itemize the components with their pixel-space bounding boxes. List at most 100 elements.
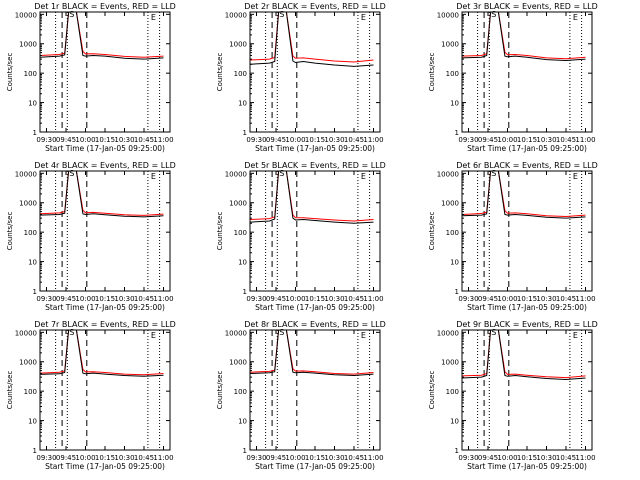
x-tick-label: 11:00 — [153, 295, 173, 303]
plot-frame — [39, 329, 171, 451]
x-tick-label: 09:45 — [56, 136, 76, 144]
x-tick-label: 10:15 — [95, 295, 115, 303]
x-tick-label: 10:00 — [75, 136, 95, 144]
y-tick-label: 10000 — [225, 11, 247, 19]
x-tick-label: 09:30 — [458, 454, 478, 462]
lld-series-line — [40, 171, 164, 216]
y-tick-label: 100 — [24, 229, 37, 237]
x-tick-label: 11:00 — [575, 136, 595, 144]
x-tick-label: 10:30 — [536, 454, 556, 462]
start-marker-label: S — [69, 169, 74, 178]
plot-frame — [249, 329, 381, 451]
x-tick-label: 09:45 — [478, 136, 498, 144]
x-tick-label: 09:45 — [266, 295, 286, 303]
plot-frame — [39, 11, 171, 133]
y-axis-label: Counts/sec — [216, 212, 224, 251]
x-tick-label: 09:45 — [56, 454, 76, 462]
events-series-line — [40, 171, 164, 218]
x-tick-label: 10:15 — [95, 136, 115, 144]
start-marker-label: S — [279, 169, 284, 178]
x-tick-label: 09:45 — [478, 295, 498, 303]
x-tick-label: 11:00 — [153, 136, 173, 144]
y-tick-label: 1 — [33, 447, 37, 455]
x-tick-label: 10:15 — [517, 454, 537, 462]
x-axis-label: Start Time (17-Jan-05 09:25:00) — [467, 303, 587, 312]
lld-series-line — [462, 171, 586, 218]
end-marker-label: E — [361, 172, 366, 181]
y-tick-label: 10000 — [15, 170, 37, 178]
lld-series-line — [40, 12, 164, 58]
y-tick-label: 10000 — [225, 170, 247, 178]
y-tick-label: 1 — [243, 447, 247, 455]
plot-frame — [249, 170, 381, 292]
events-series-line — [462, 330, 586, 381]
y-tick-label: 100 — [24, 70, 37, 78]
x-tick-label: 10:15 — [517, 295, 537, 303]
x-axis-label: Start Time (17-Jan-05 09:25:00) — [255, 144, 375, 153]
end-marker-label: E — [361, 331, 366, 340]
x-tick-label: 11:00 — [363, 295, 383, 303]
end-marker-label: E — [151, 331, 156, 340]
x-tick-label: 10:30 — [536, 136, 556, 144]
y-tick-label: 10000 — [437, 329, 459, 337]
y-tick-label: 1000 — [19, 359, 37, 367]
x-tick-label: 10:15 — [305, 454, 325, 462]
x-tick-label: 10:45 — [134, 136, 154, 144]
x-axis-label: Start Time (17-Jan-05 09:25:00) — [45, 462, 165, 471]
y-tick-label: 1 — [243, 129, 247, 137]
x-tick-label: 10:45 — [556, 136, 576, 144]
x-tick-label: 10:15 — [305, 136, 325, 144]
y-tick-label: 100 — [234, 229, 247, 237]
y-tick-label: 10 — [450, 259, 459, 267]
x-tick-label: 10:00 — [285, 454, 305, 462]
x-tick-label: 10:00 — [497, 454, 517, 462]
y-tick-label: 10 — [28, 100, 37, 108]
x-tick-label: 10:45 — [344, 454, 364, 462]
start-marker-label: S — [69, 328, 74, 337]
y-tick-label: 1 — [455, 288, 459, 296]
x-tick-label: 10:45 — [134, 295, 154, 303]
start-marker-label: S — [491, 10, 496, 19]
lld-series-line — [462, 12, 586, 60]
y-axis-label: Counts/sec — [6, 53, 14, 92]
y-tick-label: 10 — [450, 418, 459, 426]
start-marker-label: S — [279, 10, 284, 19]
x-tick-label: 11:00 — [575, 454, 595, 462]
x-tick-label: 09:30 — [246, 136, 266, 144]
end-marker-label: E — [361, 13, 366, 22]
plot-frame — [461, 170, 593, 292]
plot-frame — [249, 11, 381, 133]
y-tick-label: 1 — [455, 129, 459, 137]
x-tick-label: 10:30 — [324, 295, 344, 303]
panel-title: Det 5r BLACK = Events, RED = LLD — [244, 161, 386, 170]
x-tick-label: 09:30 — [36, 136, 56, 144]
x-tick-label: 10:45 — [556, 454, 576, 462]
x-tick-label: 10:30 — [324, 136, 344, 144]
y-tick-label: 10 — [238, 100, 247, 108]
y-axis-label: Counts/sec — [428, 212, 436, 251]
x-tick-label: 09:30 — [36, 295, 56, 303]
panel-title: Det 7r BLACK = Events, RED = LLD — [34, 320, 176, 329]
y-tick-label: 100 — [446, 388, 459, 396]
plot-frame — [39, 170, 171, 292]
start-marker-label: S — [491, 328, 496, 337]
y-tick-label: 100 — [234, 388, 247, 396]
lld-series-line — [462, 330, 586, 379]
events-series-line — [462, 171, 586, 219]
start-marker-label: S — [69, 10, 74, 19]
x-axis-label: Start Time (17-Jan-05 09:25:00) — [467, 144, 587, 153]
y-tick-label: 1000 — [229, 41, 247, 49]
x-tick-label: 10:00 — [75, 295, 95, 303]
x-tick-label: 09:45 — [266, 454, 286, 462]
y-tick-label: 10000 — [437, 11, 459, 19]
x-tick-label: 09:30 — [246, 454, 266, 462]
panel-title: Det 3r BLACK = Events, RED = LLD — [456, 2, 598, 11]
